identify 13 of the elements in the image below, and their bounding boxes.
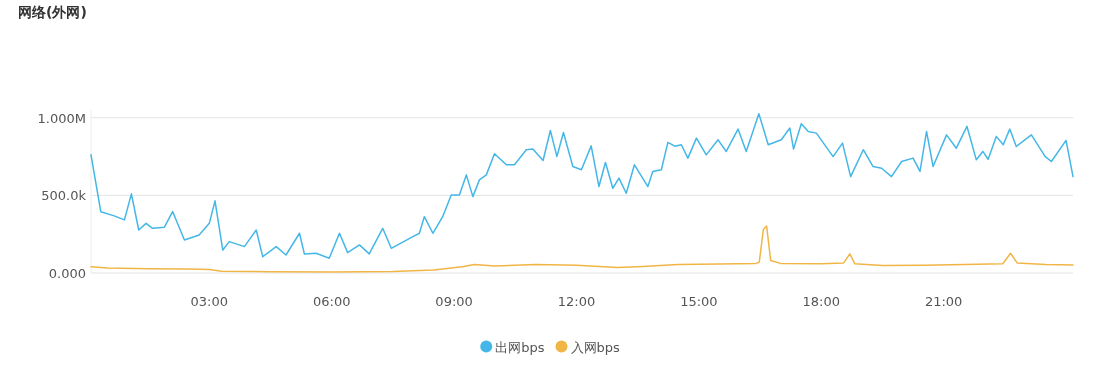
x-tick-label: 15:00 [680,294,718,309]
y-tick-label: 1.000M [37,110,86,126]
legend-label: 出网bps [495,339,545,355]
legend-label: 入网bps [570,339,620,355]
y-tick-label: 0.000 [48,266,86,281]
x-tick-label: 21:00 [924,294,963,309]
y-tick-label: 500.0k [41,188,87,204]
x-tick-label: 03:00 [190,294,229,309]
title: 网络(外网) [18,4,87,20]
x-tick-label: 18:00 [802,294,841,309]
x-tick-label: 09:00 [435,294,473,309]
x-tick-label: 06:00 [312,294,351,309]
x-tick-label: 12:00 [557,294,596,309]
